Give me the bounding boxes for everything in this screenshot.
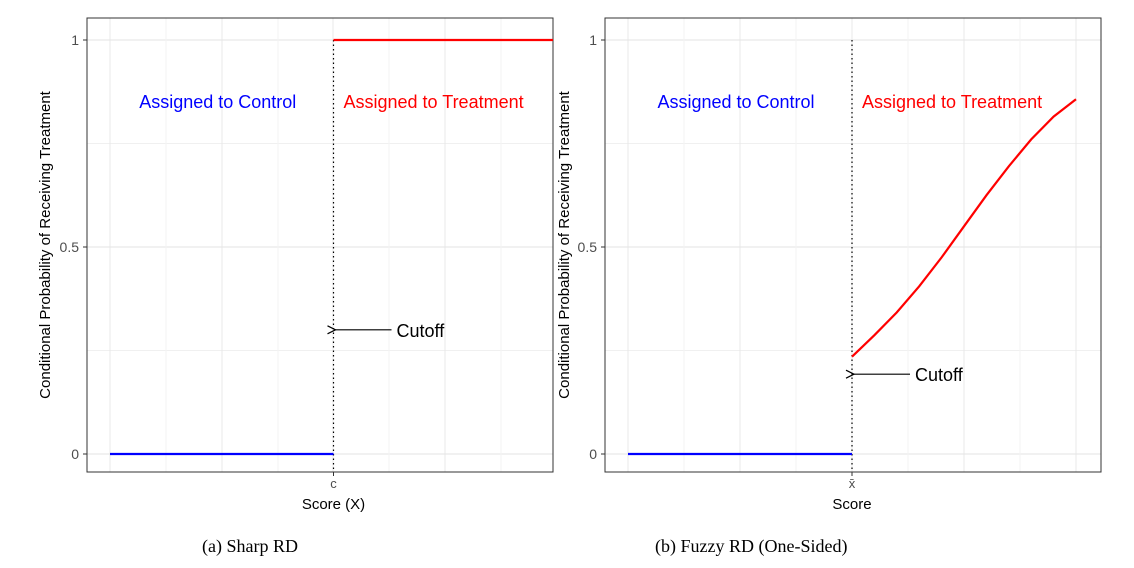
cutoff-tick-label: c xyxy=(330,476,337,491)
treatment-annotation: Assigned to Treatment xyxy=(862,92,1042,112)
cutoff-tick-label: x̄ xyxy=(849,476,856,491)
sharp-rd-panel: 0 0.5 1 c Score (X) Conditional Probability o… xyxy=(37,17,554,513)
treatment-annotation: Assigned to Treatment xyxy=(344,92,524,112)
plot-border xyxy=(86,17,554,473)
y-axis-label: Conditional Probability of Receiving Tre… xyxy=(37,90,54,398)
y-tick-label: 0.5 xyxy=(578,239,598,255)
treatment-series-line xyxy=(851,98,1077,358)
caption-sharp-rd: (a) Sharp RD xyxy=(202,536,298,556)
cutoff-annotation: Cutoff xyxy=(915,365,964,385)
control-annotation: Assigned to Control xyxy=(657,92,814,112)
y-tick-label: 0 xyxy=(71,446,79,462)
plot-border xyxy=(604,17,1102,473)
x-axis-label: Score xyxy=(832,496,871,513)
caption-fuzzy-rd: (b) Fuzzy RD (One-Sided) xyxy=(655,536,848,556)
fuzzy-rd-panel: 0 0.5 1 x̄ Score Conditional Probability of R… xyxy=(556,17,1102,513)
y-axis-label: Conditional Probability of Receiving Tre… xyxy=(556,90,573,398)
y-tick-label: 0.5 xyxy=(60,239,80,255)
control-annotation: Assigned to Control xyxy=(139,92,296,112)
x-axis-label: Score (X) xyxy=(302,496,365,513)
cutoff-annotation: Cutoff xyxy=(397,321,446,341)
y-tick-label: 0 xyxy=(589,446,597,462)
y-tick-label: 1 xyxy=(71,32,79,48)
y-tick-label: 1 xyxy=(589,32,597,48)
